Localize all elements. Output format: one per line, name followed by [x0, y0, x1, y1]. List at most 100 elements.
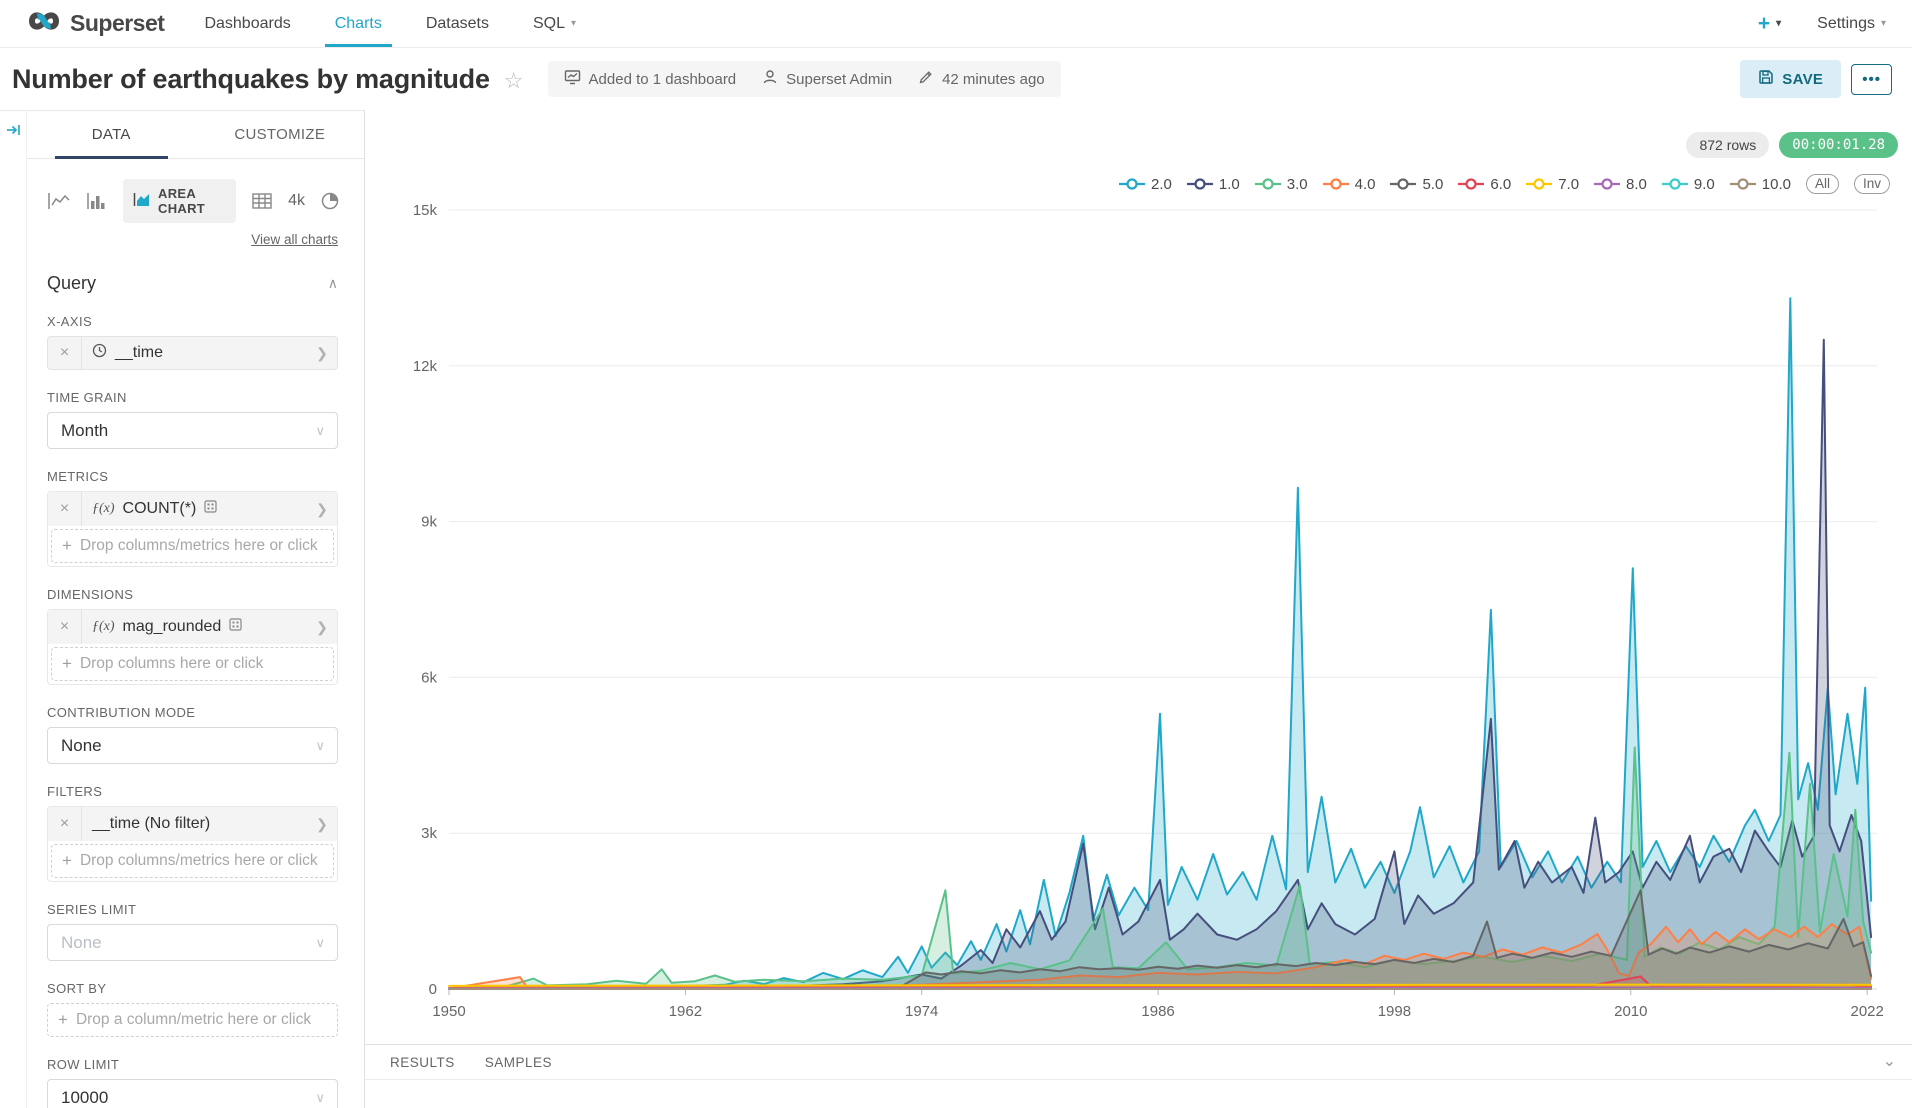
plus-icon: +	[58, 1010, 68, 1029]
legend-marker-icon	[1322, 178, 1349, 190]
nav-item-charts[interactable]: Charts	[324, 0, 392, 47]
control-label: TIME GRAIN	[47, 390, 127, 405]
legend-marker-icon	[1661, 178, 1688, 190]
save-disk-icon	[1758, 69, 1774, 89]
legend-item-7.0[interactable]: 7.0	[1526, 176, 1579, 193]
remove-icon[interactable]: ×	[48, 610, 82, 644]
chevron-up-icon[interactable]: ∧	[327, 275, 338, 291]
svg-text:1998: 1998	[1378, 1003, 1411, 1020]
legend-item-3.0[interactable]: 3.0	[1254, 176, 1308, 193]
chevron-down-icon: ∨	[315, 934, 325, 950]
x-axis-pill[interactable]: × __time ❯	[47, 336, 338, 370]
legend-item-1.0[interactable]: 1.0	[1186, 176, 1240, 193]
tab-customize[interactable]: CUSTOMIZE	[234, 126, 326, 143]
svg-text:0: 0	[429, 981, 437, 998]
line-chart-icon[interactable]	[47, 191, 71, 211]
legend-marker-icon	[1390, 178, 1417, 190]
remove-icon[interactable]: ×	[48, 492, 82, 526]
chevron-down-icon: ∨	[315, 1089, 325, 1105]
control-x-axis: X-AXIS × __time ❯	[47, 314, 338, 370]
svg-text:15k: 15k	[413, 202, 438, 219]
function-icon: ƒ(x)	[92, 501, 115, 516]
chevron-right-icon[interactable]: ❯	[316, 815, 328, 832]
legend-item-6.0[interactable]: 6.0	[1458, 176, 1511, 193]
nav-item-sql[interactable]: SQL ▾	[532, 14, 577, 32]
legend-item-10.0[interactable]: 10.0	[1729, 176, 1791, 193]
legend-item-5.0[interactable]: 5.0	[1390, 176, 1443, 193]
chevron-right-icon[interactable]: ❯	[316, 344, 328, 361]
remove-icon[interactable]: ×	[48, 807, 82, 841]
control-contribution-mode: CONTRIBUTION MODE None ∨	[47, 705, 338, 764]
row-limit-select[interactable]: 10000 ∨	[47, 1079, 338, 1108]
legend-marker-icon	[1119, 178, 1146, 190]
dimensions-dropzone[interactable]: + Drop columns here or click	[51, 647, 334, 681]
dimension-pill[interactable]: × ƒ(x) mag_rounded ❯	[48, 610, 337, 644]
table-icon[interactable]	[251, 191, 273, 211]
control-row-limit: ROW LIMIT 10000 ∨	[47, 1057, 338, 1108]
chevron-right-icon[interactable]: ❯	[316, 618, 328, 635]
filter-pill[interactable]: × __time (No filter) ❯	[48, 807, 337, 841]
svg-text:2010: 2010	[1614, 1003, 1647, 1020]
new-item-button[interactable]: + ▾	[1758, 12, 1781, 36]
contribution-mode-select[interactable]: None ∨	[47, 727, 338, 764]
page-title: Number of earthquakes by magnitude	[12, 63, 490, 94]
view-all-charts-link[interactable]: View all charts	[251, 232, 338, 247]
superset-logo-icon	[26, 8, 62, 39]
legend-item-9.0[interactable]: 9.0	[1661, 176, 1715, 193]
collapse-results-icon[interactable]: ⌄	[1882, 1053, 1896, 1070]
results-panel-header: RESULTS SAMPLES ⌄	[365, 1044, 1912, 1080]
function-icon: ƒ(x)	[92, 619, 115, 634]
legend-all-button[interactable]: All	[1805, 174, 1839, 194]
row-count-badge: 872 rows	[1686, 132, 1770, 158]
chart-meta-group: Added to 1 dashboard Superset Admin 42 m…	[547, 61, 1061, 97]
legend-item-2.0[interactable]: 2.0	[1119, 176, 1172, 193]
more-options-button[interactable]: •••	[1851, 63, 1892, 95]
collapse-panel-icon[interactable]	[6, 124, 21, 141]
panel-collapse-strip	[0, 111, 27, 1108]
pie-chart-icon[interactable]	[320, 191, 340, 211]
time-grain-select[interactable]: Month ∨	[47, 412, 338, 449]
big-number-chart-icon[interactable]: 4k	[288, 192, 305, 209]
svg-text:9k: 9k	[421, 514, 437, 531]
legend-marker-icon	[1254, 178, 1281, 190]
filters-dropzone[interactable]: + Drop columns/metrics here or click	[51, 844, 334, 878]
brand-name: Superset	[70, 10, 165, 36]
area-chart-selected[interactable]: AREA CHART	[123, 179, 237, 223]
svg-text:3k: 3k	[421, 825, 437, 842]
svg-text:6k: 6k	[421, 669, 437, 686]
metrics-dropzone[interactable]: + Drop columns/metrics here or click	[51, 529, 334, 563]
control-label: ROW LIMIT	[47, 1057, 120, 1072]
series-limit-select[interactable]: None ∨	[47, 924, 338, 961]
caret-down-icon: ▾	[1880, 18, 1886, 29]
legend-marker-icon	[1186, 178, 1213, 190]
settings-menu[interactable]: Settings ▾	[1817, 14, 1886, 32]
favorite-star-icon[interactable]: ☆	[503, 68, 524, 93]
column-grid-icon	[229, 618, 242, 636]
legend-item-4.0[interactable]: 4.0	[1322, 176, 1375, 193]
chevron-right-icon[interactable]: ❯	[316, 500, 328, 517]
save-button[interactable]: SAVE	[1740, 60, 1842, 98]
caret-down-icon: ▾	[571, 18, 577, 29]
area-chart-plot[interactable]: 0 3k 6k 9k 12k 15k 1950 1962 1974 1986 1998 2010 202…	[365, 110, 1912, 1050]
svg-text:1986: 1986	[1141, 1003, 1174, 1020]
added-to-dashboard[interactable]: Added to 1 dashboard	[564, 69, 736, 89]
panel-tabs: DATA CUSTOMIZE	[27, 111, 364, 159]
control-label: FILTERS	[47, 784, 103, 799]
control-label: X-AXIS	[47, 314, 93, 329]
remove-icon[interactable]: ×	[48, 337, 82, 369]
last-modified[interactable]: 42 minutes ago	[918, 69, 1045, 89]
nav-item-datasets[interactable]: Datasets	[425, 14, 489, 32]
pencil-icon	[918, 69, 934, 89]
tab-samples[interactable]: SAMPLES	[484, 1054, 553, 1070]
superset-brand[interactable]: Superset	[26, 8, 165, 39]
sort-by-dropzone[interactable]: + Drop a column/metric here or click	[47, 1003, 338, 1037]
legend-inv-button[interactable]: Inv	[1853, 174, 1890, 194]
chart-owner[interactable]: Superset Admin	[762, 69, 892, 89]
tab-data[interactable]: DATA	[27, 111, 196, 159]
metric-pill[interactable]: × ƒ(x) COUNT(*) ❯	[48, 492, 337, 526]
bar-chart-icon[interactable]	[86, 191, 108, 211]
nav-item-dashboards[interactable]: Dashboards	[204, 14, 291, 32]
legend-item-8.0[interactable]: 8.0	[1594, 176, 1647, 193]
dashboard-icon	[564, 69, 581, 89]
tab-results[interactable]: RESULTS	[390, 1054, 455, 1070]
